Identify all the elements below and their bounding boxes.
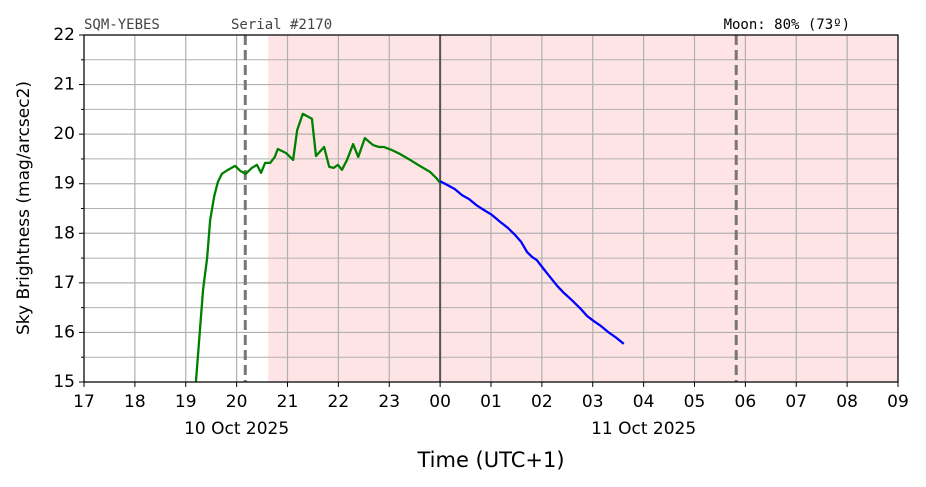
brightness-line (194, 112, 442, 383)
y-tick-label: 16 (53, 322, 75, 342)
x-tick-label: 05 (684, 392, 706, 412)
x-tick-label: 07 (785, 392, 807, 412)
y-axis-label: Sky Brightness (mag/arcsec2) (14, 81, 34, 335)
y-tick-label: 20 (53, 124, 75, 144)
x-tick-label: 20 (226, 392, 248, 412)
station-label: SQM-YEBES (84, 17, 160, 33)
y-tick-label: 17 (53, 273, 75, 293)
x-tick-label: 21 (277, 392, 299, 412)
brightness-line (439, 180, 625, 345)
x-tick-label: 19 (175, 392, 197, 412)
moon-label: Moon: 80% (73º) (724, 17, 850, 33)
date-label: 11 Oct 2025 (591, 419, 696, 439)
y-tick-label: 19 (53, 174, 75, 194)
x-tick-label: 02 (531, 392, 553, 412)
x-tick-label: 00 (429, 392, 451, 412)
x-tick-label: 04 (633, 392, 655, 412)
date-label: 10 Oct 2025 (184, 419, 289, 439)
x-axis-label: Time (UTC+1) (416, 448, 564, 472)
x-tick-label: 01 (480, 392, 502, 412)
y-tick-label: 22 (53, 25, 75, 45)
y-tick-label: 18 (53, 223, 75, 243)
x-tick-label: 03 (582, 392, 604, 412)
serial-label: Serial #2170 (231, 17, 332, 33)
x-tick-label: 23 (378, 392, 400, 412)
plot-frame (83, 34, 899, 383)
x-tick-label: 18 (124, 392, 146, 412)
y-tick-label: 21 (53, 75, 75, 95)
y-tick-label: 15 (53, 372, 75, 392)
x-tick-label: 06 (735, 392, 757, 412)
x-tick-label: 08 (836, 392, 858, 412)
x-tick-label: 09 (887, 392, 909, 412)
x-tick-label: 22 (328, 392, 350, 412)
x-tick-label: 17 (73, 392, 95, 412)
